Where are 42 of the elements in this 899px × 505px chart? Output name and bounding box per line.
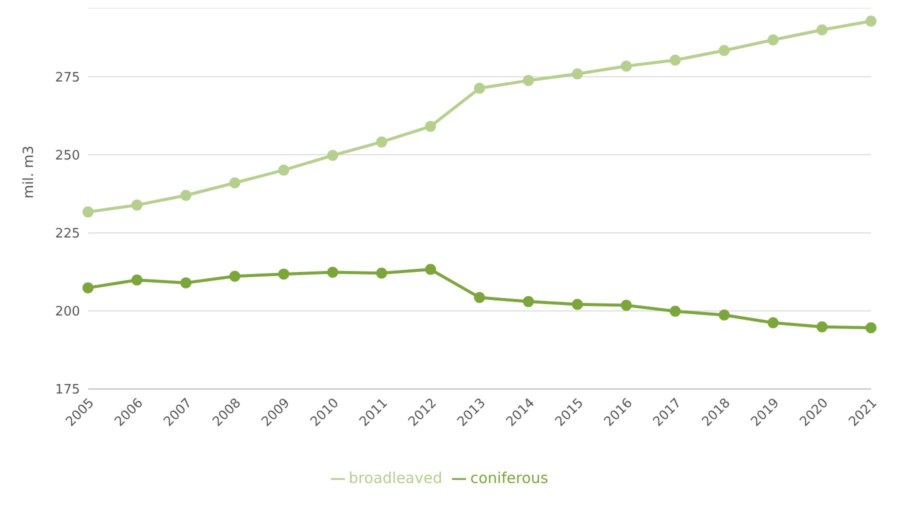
point — [866, 322, 876, 334]
point — [522, 74, 534, 86]
point — [327, 266, 338, 278]
point — [816, 321, 828, 332]
point — [229, 177, 240, 188]
point — [866, 16, 876, 27]
point — [474, 82, 485, 94]
y-axis-title: mil. m3 — [20, 146, 37, 198]
point — [718, 44, 730, 56]
point — [131, 200, 142, 211]
point — [82, 206, 94, 218]
point — [768, 34, 779, 46]
point — [718, 309, 730, 320]
point — [180, 190, 192, 201]
y-tick-label: 200 — [55, 304, 80, 320]
point — [670, 54, 681, 66]
point — [620, 300, 632, 311]
point — [229, 270, 240, 282]
point — [425, 264, 436, 275]
point — [376, 268, 388, 279]
point — [768, 317, 779, 328]
point — [278, 164, 290, 176]
point — [816, 24, 828, 36]
point — [180, 277, 192, 288]
point — [327, 150, 338, 161]
point — [131, 274, 142, 286]
legend-label: coniferous — [470, 469, 548, 487]
point — [572, 68, 583, 80]
point — [620, 60, 632, 72]
point — [572, 298, 583, 310]
point — [474, 292, 485, 303]
point — [82, 282, 94, 294]
point — [425, 120, 436, 132]
y-tick-label: 175 — [55, 382, 80, 398]
y-tick-label: 250 — [55, 148, 80, 164]
point — [522, 296, 534, 308]
point — [278, 268, 290, 280]
legend-label: broadleaved — [348, 469, 442, 487]
point — [670, 306, 681, 317]
y-tick-label: 225 — [55, 226, 80, 242]
y-tick-label: 275 — [55, 70, 80, 86]
point — [376, 136, 388, 148]
